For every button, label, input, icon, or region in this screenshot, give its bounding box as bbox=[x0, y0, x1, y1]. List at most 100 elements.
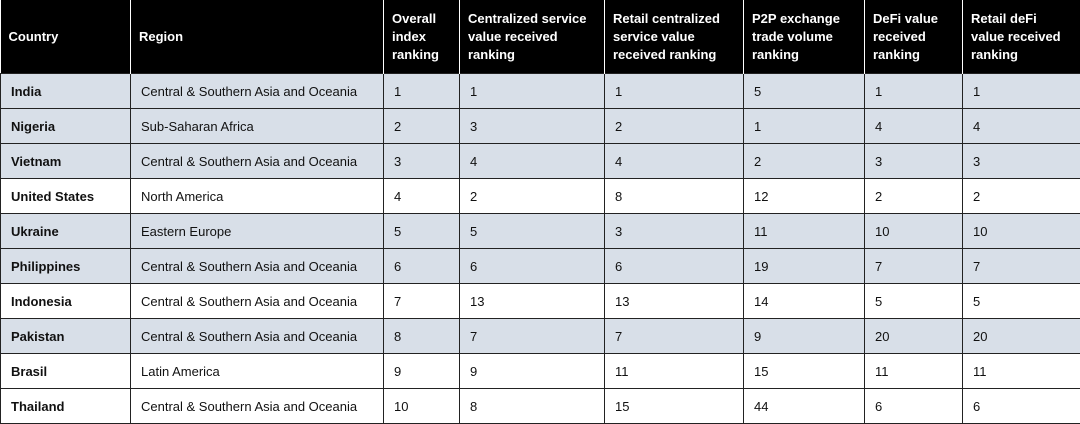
rank-cell: 20 bbox=[864, 318, 963, 354]
country-cell: Thailand bbox=[0, 388, 131, 424]
table-header: Country Region Overall index ranking Centra… bbox=[0, 0, 1080, 74]
region-cell: Latin America bbox=[130, 353, 384, 389]
rank-cell: 6 bbox=[864, 388, 963, 424]
rank-cell: 11 bbox=[962, 353, 1080, 389]
rank-cell: 11 bbox=[743, 213, 865, 249]
header-cell: Centralized service value received ranki… bbox=[459, 0, 605, 74]
rank-cell: 9 bbox=[459, 353, 605, 389]
rank-cell: 1 bbox=[459, 73, 605, 109]
rank-cell: 5 bbox=[864, 283, 963, 319]
rank-cell: 7 bbox=[459, 318, 605, 354]
rank-cell: 5 bbox=[962, 283, 1080, 319]
rank-cell: 1 bbox=[743, 108, 865, 144]
table-row: India Central & Southern Asia and Oceania… bbox=[0, 73, 1080, 109]
table-row: Pakistan Central & Southern Asia and Ocea… bbox=[0, 318, 1080, 354]
rank-cell: 4 bbox=[459, 143, 605, 179]
region-cell: Central & Southern Asia and Oceania bbox=[130, 73, 384, 109]
rank-cell: 8 bbox=[604, 178, 744, 214]
country-cell: Brasil bbox=[0, 353, 131, 389]
rank-cell: 3 bbox=[604, 213, 744, 249]
rank-cell: 2 bbox=[743, 143, 865, 179]
rank-cell: 8 bbox=[383, 318, 460, 354]
header-cell: DeFi value received ranking bbox=[864, 0, 963, 74]
rank-cell: 7 bbox=[383, 283, 460, 319]
region-cell: Eastern Europe bbox=[130, 213, 384, 249]
rank-cell: 10 bbox=[864, 213, 963, 249]
rank-cell: 5 bbox=[743, 73, 865, 109]
rank-cell: 9 bbox=[743, 318, 865, 354]
rank-cell: 6 bbox=[459, 248, 605, 284]
table-body: India Central & Southern Asia and Oceania… bbox=[0, 73, 1080, 424]
rank-cell: 2 bbox=[383, 108, 460, 144]
rank-cell: 12 bbox=[743, 178, 865, 214]
country-cell: United States bbox=[0, 178, 131, 214]
rank-cell: 8 bbox=[459, 388, 605, 424]
table-row: Indonesia Central & Southern Asia and Oce… bbox=[0, 283, 1080, 319]
region-cell: Sub-Saharan Africa bbox=[130, 108, 384, 144]
rank-cell: 2 bbox=[962, 178, 1080, 214]
rank-cell: 6 bbox=[962, 388, 1080, 424]
header-cell: Overall index ranking bbox=[383, 0, 460, 74]
rank-cell: 10 bbox=[383, 388, 460, 424]
region-cell: Central & Southern Asia and Oceania bbox=[130, 248, 384, 284]
country-cell: Philippines bbox=[0, 248, 131, 284]
rank-cell: 2 bbox=[864, 178, 963, 214]
region-cell: Central & Southern Asia and Oceania bbox=[130, 283, 384, 319]
region-cell: Central & Southern Asia and Oceania bbox=[130, 388, 384, 424]
rank-cell: 7 bbox=[604, 318, 744, 354]
rank-cell: 4 bbox=[864, 108, 963, 144]
rank-cell: 1 bbox=[604, 73, 744, 109]
rank-cell: 2 bbox=[459, 178, 605, 214]
region-cell: Central & Southern Asia and Oceania bbox=[130, 143, 384, 179]
rank-cell: 5 bbox=[383, 213, 460, 249]
header-cell: P2P exchange trade volume ranking bbox=[743, 0, 865, 74]
table-row: Philippines Central & Southern Asia and O… bbox=[0, 248, 1080, 284]
country-cell: Vietnam bbox=[0, 143, 131, 179]
table-row: Ukraine Eastern Europe 5 5 3 11 10 10 bbox=[0, 213, 1080, 249]
rank-cell: 4 bbox=[383, 178, 460, 214]
header-cell: Country bbox=[0, 0, 131, 74]
country-cell: Pakistan bbox=[0, 318, 131, 354]
rank-cell: 4 bbox=[962, 108, 1080, 144]
region-cell: North America bbox=[130, 178, 384, 214]
header-cell: Region bbox=[130, 0, 384, 74]
table-row: Nigeria Sub-Saharan Africa 2 3 2 1 4 4 bbox=[0, 108, 1080, 144]
table-row: United States North America 4 2 8 12 2 2 bbox=[0, 178, 1080, 214]
country-cell: Indonesia bbox=[0, 283, 131, 319]
rank-cell: 44 bbox=[743, 388, 865, 424]
rank-cell: 7 bbox=[864, 248, 963, 284]
rank-cell: 3 bbox=[383, 143, 460, 179]
rank-cell: 11 bbox=[604, 353, 744, 389]
rank-cell: 1 bbox=[383, 73, 460, 109]
region-cell: Central & Southern Asia and Oceania bbox=[130, 318, 384, 354]
rank-cell: 4 bbox=[604, 143, 744, 179]
rank-cell: 7 bbox=[962, 248, 1080, 284]
rank-cell: 3 bbox=[962, 143, 1080, 179]
country-cell: Ukraine bbox=[0, 213, 131, 249]
rank-cell: 1 bbox=[864, 73, 963, 109]
header-cell: Retail deFi value received ranking bbox=[962, 0, 1080, 74]
table-row: Thailand Central & Southern Asia and Ocea… bbox=[0, 388, 1080, 424]
rank-cell: 13 bbox=[604, 283, 744, 319]
rank-cell: 10 bbox=[962, 213, 1080, 249]
rank-cell: 3 bbox=[459, 108, 605, 144]
rank-cell: 5 bbox=[459, 213, 605, 249]
header-cell: Retail centralized service value receive… bbox=[604, 0, 744, 74]
table-row: Vietnam Central & Southern Asia and Ocean… bbox=[0, 143, 1080, 179]
table-row: Brasil Latin America 9 9 11 15 11 11 bbox=[0, 353, 1080, 389]
rank-cell: 3 bbox=[864, 143, 963, 179]
country-cell: Nigeria bbox=[0, 108, 131, 144]
rank-cell: 15 bbox=[743, 353, 865, 389]
country-cell: India bbox=[0, 73, 131, 109]
rank-cell: 13 bbox=[459, 283, 605, 319]
rank-cell: 11 bbox=[864, 353, 963, 389]
rank-cell: 14 bbox=[743, 283, 865, 319]
rank-cell: 20 bbox=[962, 318, 1080, 354]
rank-cell: 9 bbox=[383, 353, 460, 389]
rank-cell: 15 bbox=[604, 388, 744, 424]
rank-cell: 2 bbox=[604, 108, 744, 144]
rank-cell: 19 bbox=[743, 248, 865, 284]
rank-cell: 1 bbox=[962, 73, 1080, 109]
